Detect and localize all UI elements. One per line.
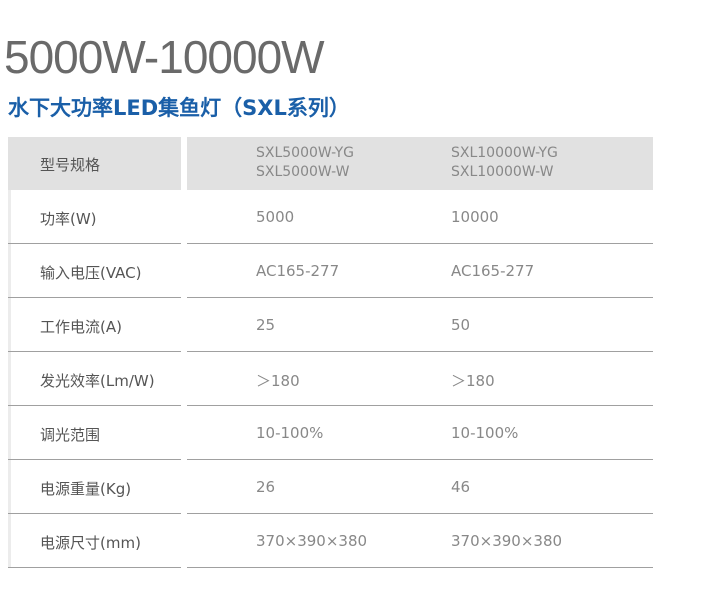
header-label: 型号规格 — [40, 156, 101, 174]
row-separator — [187, 567, 653, 568]
cell-value: ＞180 — [256, 372, 300, 390]
cell-value: 370×390×380 — [451, 532, 563, 550]
model-name: SXL10000W-W — [451, 164, 554, 180]
cell-value: AC165-277 — [256, 262, 340, 280]
row-separator — [8, 567, 181, 568]
row-separator — [187, 405, 653, 406]
header-cell — [187, 137, 653, 190]
row-separator — [187, 459, 653, 460]
row-separator — [8, 405, 181, 406]
cell-value: 10000 — [451, 208, 499, 226]
model-name: SXL5000W-W — [256, 164, 350, 180]
row-separator — [187, 513, 653, 514]
row-separator — [8, 351, 181, 352]
row-label: 电源重量(Kg) — [40, 480, 132, 498]
row-label: 电源尺寸(mm) — [40, 534, 141, 552]
row-label: 发光效率(Lm/W) — [40, 372, 155, 390]
row-separator — [187, 351, 653, 352]
cell-value: 50 — [451, 316, 471, 334]
cell-value: 370×390×380 — [256, 532, 368, 550]
header-cell — [8, 137, 181, 190]
cell-value: 46 — [451, 478, 471, 496]
row-label: 功率(W) — [40, 210, 97, 228]
row-separator — [187, 297, 653, 298]
left-strip — [8, 190, 11, 568]
model-name: SXL10000W-YG — [451, 145, 558, 161]
cell-value: 5000 — [256, 208, 295, 226]
title: 5000W-10000W — [4, 31, 325, 83]
cell-value: 10-100% — [256, 424, 324, 442]
row-separator — [8, 459, 181, 460]
row-label: 调光范围 — [40, 426, 101, 444]
row-separator — [8, 513, 181, 514]
subtitle: 水下大功率LED集鱼灯（SXL系列） — [8, 96, 350, 120]
row-separator — [187, 243, 653, 244]
model-name: SXL5000W-YG — [256, 145, 354, 161]
row-label: 工作电流(A) — [40, 318, 122, 336]
cell-value: 26 — [256, 478, 276, 496]
row-label: 输入电压(VAC) — [40, 264, 142, 282]
row-separator — [8, 243, 181, 244]
cell-value: 25 — [256, 316, 276, 334]
cell-value: AC165-277 — [451, 262, 535, 280]
row-separator — [8, 297, 181, 298]
cell-value: 10-100% — [451, 424, 519, 442]
cell-value: ＞180 — [451, 372, 495, 390]
